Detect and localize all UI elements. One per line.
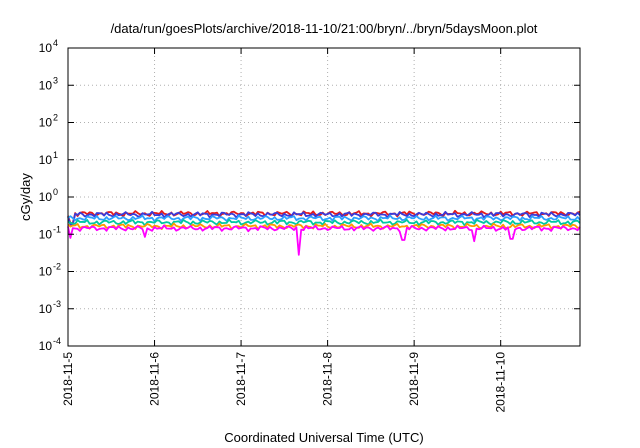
series-line [67, 218, 581, 227]
x-tick-label: 2018-11-6 [148, 352, 162, 406]
y-tick-label: 10 [39, 302, 53, 316]
chart-title: /data/run/goesPlots/archive/2018-11-10/2… [111, 21, 538, 36]
y-tick-exponent: 4 [53, 38, 58, 48]
y-tick-label: 10 [39, 41, 53, 55]
x-tick-label: 2018-11-8 [321, 352, 335, 406]
x-ticks: 2018-11-5 2018-11-6 2018-11-7 2018-11-8 2018… [61, 48, 508, 413]
series-group [67, 209, 581, 256]
y-tick-exponent: -1 [53, 224, 61, 234]
series-line [67, 210, 581, 226]
y-tick-label: 10 [39, 116, 53, 130]
y-tick-label: 10 [39, 265, 53, 279]
x-tick-label: 2018-11-7 [234, 352, 248, 406]
y-tick-exponent: 3 [53, 75, 58, 85]
y-tick-exponent: 2 [53, 113, 58, 123]
y-tick-label: 10 [39, 78, 53, 92]
x-tick-label: 2018-11-9 [407, 352, 421, 406]
grid [68, 48, 580, 346]
y-axis-label: cGy/day [18, 173, 33, 221]
series-line [67, 222, 581, 231]
y-tick-exponent: -4 [53, 336, 61, 346]
y-tick-exponent: 1 [53, 150, 58, 160]
y-tick-exponent: -3 [53, 299, 61, 309]
y-tick-exponent: -2 [53, 262, 61, 272]
y-tick-label: 10 [39, 153, 53, 167]
x-axis-label: Coordinated Universal Time (UTC) [224, 430, 423, 445]
y-tick-exponent: 0 [53, 187, 58, 197]
series-line [67, 214, 581, 223]
y-tick-label: 10 [39, 190, 53, 204]
x-tick-label: 2018-11-5 [61, 352, 75, 406]
y-tick-label: 10 [39, 339, 53, 353]
series-line [67, 224, 581, 256]
y-tick-label: 10 [39, 227, 53, 241]
x-tick-label: 2018-11-10 [494, 352, 508, 413]
